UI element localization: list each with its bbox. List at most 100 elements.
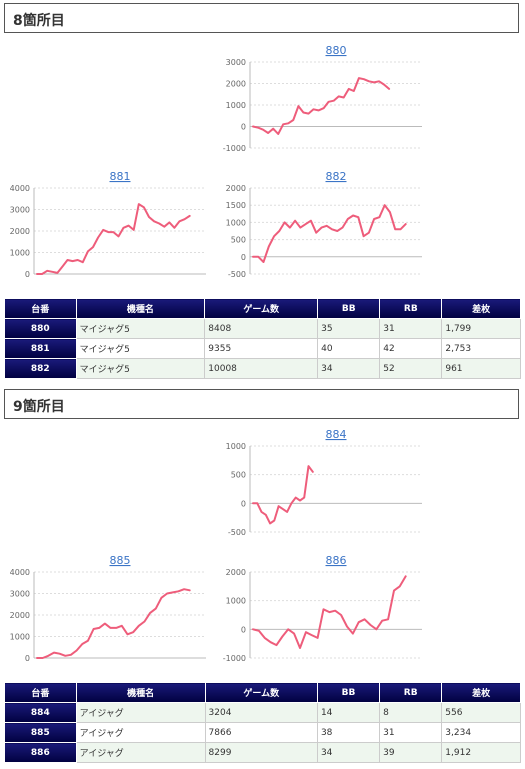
- table-cell: 31: [379, 318, 443, 339]
- y-tick-label: 4000: [10, 568, 30, 577]
- column-header: ゲーム数: [204, 298, 319, 319]
- table-cell: 10008: [204, 358, 319, 379]
- series-line: [252, 575, 407, 649]
- table-cell: 34: [316, 742, 381, 763]
- machine-number-cell: 885: [4, 722, 77, 743]
- table-cell: 14: [316, 702, 381, 723]
- y-tick-label: 2000: [226, 80, 246, 89]
- column-header: 台番: [4, 682, 77, 703]
- table-row: 884 アイジャグ 3204 14 8 556: [4, 702, 521, 723]
- column-header: 差枚: [441, 298, 521, 319]
- machine-number-cell: 886: [4, 742, 77, 763]
- table-row: 882 マイジャグ5 10008 34 52 961: [4, 358, 521, 379]
- series-line: [252, 77, 391, 135]
- chart-title[interactable]: 882: [326, 170, 347, 183]
- series-line: [36, 203, 191, 275]
- table-cell: 8408: [204, 318, 319, 339]
- y-tick-label: 1000: [226, 597, 246, 606]
- table-cell: 2,753: [441, 338, 521, 359]
- machine-number-cell: 884: [4, 702, 77, 723]
- y-tick-label: -500: [228, 270, 246, 279]
- table-cell: アイジャグ: [75, 722, 206, 743]
- y-tick-label: 1500: [226, 201, 246, 210]
- y-tick-label: 3000: [226, 58, 246, 67]
- series-line: [252, 204, 407, 263]
- table-cell: マイジャグ5: [75, 338, 206, 359]
- y-tick-label: 0: [241, 253, 246, 262]
- y-tick-label: -1000: [223, 144, 246, 153]
- table-cell: アイジャグ: [75, 742, 206, 763]
- chart-884: 884 -500 0 500 1000: [226, 428, 422, 537]
- series-line: [252, 465, 314, 525]
- chart-886: 886 -1000 0 1000 2000: [223, 554, 422, 663]
- y-tick-label: 1000: [226, 218, 246, 227]
- y-tick-label: 3000: [10, 206, 30, 215]
- section-title-text: 8箇所目: [13, 13, 65, 29]
- section-title-8: 8箇所目: [4, 3, 519, 33]
- table-row: 880 マイジャグ5 8408 35 31 1,799: [4, 318, 521, 339]
- table-row: 885 アイジャグ 7866 38 31 3,234: [4, 722, 521, 743]
- table-cell: 961: [441, 358, 521, 379]
- y-tick-label: 1000: [226, 442, 246, 451]
- y-tick-label: 3000: [10, 590, 30, 599]
- y-tick-label: 500: [231, 236, 246, 245]
- table-cell: 8299: [204, 742, 318, 763]
- table-cell: 39: [379, 742, 443, 763]
- y-tick-label: 1000: [226, 101, 246, 110]
- column-header: 差枚: [441, 682, 521, 703]
- column-header: 機種名: [75, 682, 206, 703]
- table-cell: 31: [379, 722, 443, 743]
- chart-title[interactable]: 880: [326, 44, 347, 57]
- table-cell: アイジャグ: [75, 702, 206, 723]
- chart-title[interactable]: 881: [110, 170, 131, 183]
- chart-882: 882 -500 0 500 1000 1500 2000: [226, 170, 422, 279]
- chart-885: 885 0 1000 2000 3000 4000: [10, 554, 206, 663]
- column-header: RB: [379, 682, 443, 703]
- y-tick-label: 0: [241, 123, 246, 132]
- table-cell: 1,799: [441, 318, 521, 339]
- table-row: 886 アイジャグ 8299 34 39 1,912: [4, 742, 521, 763]
- y-tick-label: 2000: [226, 568, 246, 577]
- table-cell: 35: [317, 318, 381, 339]
- column-header: BB: [316, 682, 381, 703]
- y-tick-label: 2000: [10, 227, 30, 236]
- table-cell: マイジャグ5: [75, 318, 206, 339]
- y-tick-label: 2000: [226, 184, 246, 193]
- section-title-9: 9箇所目: [4, 389, 519, 419]
- table-cell: 34: [317, 358, 381, 379]
- column-header: BB: [317, 298, 381, 319]
- table-cell: 556: [441, 702, 521, 723]
- y-tick-label: 0: [25, 270, 30, 279]
- machine-number-cell: 881: [4, 338, 77, 359]
- table-row: 881 マイジャグ5 9355 40 42 2,753: [4, 338, 521, 359]
- series-line: [36, 588, 191, 659]
- chart-title[interactable]: 884: [326, 428, 347, 441]
- table-cell: 9355: [204, 338, 319, 359]
- table-cell: 52: [379, 358, 443, 379]
- column-header: RB: [379, 298, 443, 319]
- data-table-8: 台番 機種名 ゲーム数 BB RB 差枚 880 マイジャグ5 8408 35 31 1,799 88…: [4, 298, 521, 379]
- table-cell: 40: [317, 338, 381, 359]
- table-cell: 3204: [204, 702, 318, 723]
- machine-number-cell: 880: [4, 318, 77, 339]
- y-tick-label: 1000: [10, 249, 30, 258]
- table-cell: 3,234: [441, 722, 521, 743]
- table-header-row: 台番 機種名 ゲーム数 BB RB 差枚: [4, 682, 521, 703]
- chart-title[interactable]: 885: [110, 554, 131, 567]
- chart-881: 881 0 1000 2000 3000 4000: [10, 170, 206, 279]
- y-tick-label: 0: [241, 499, 246, 508]
- chart-880: 880 -1000 0 1000 2000 3000: [223, 44, 422, 153]
- y-tick-label: 0: [241, 625, 246, 634]
- y-tick-label: 0: [25, 654, 30, 663]
- table-header-row: 台番 機種名 ゲーム数 BB RB 差枚: [4, 298, 521, 319]
- y-tick-label: 500: [231, 471, 246, 480]
- column-header: 機種名: [75, 298, 206, 319]
- table-cell: 7866: [204, 722, 318, 743]
- table-cell: 38: [316, 722, 381, 743]
- y-tick-label: 4000: [10, 184, 30, 193]
- chart-title[interactable]: 886: [326, 554, 347, 567]
- table-cell: 8: [379, 702, 443, 723]
- table-cell: マイジャグ5: [75, 358, 206, 379]
- y-tick-label: -500: [228, 528, 246, 537]
- machine-number-cell: 882: [4, 358, 77, 379]
